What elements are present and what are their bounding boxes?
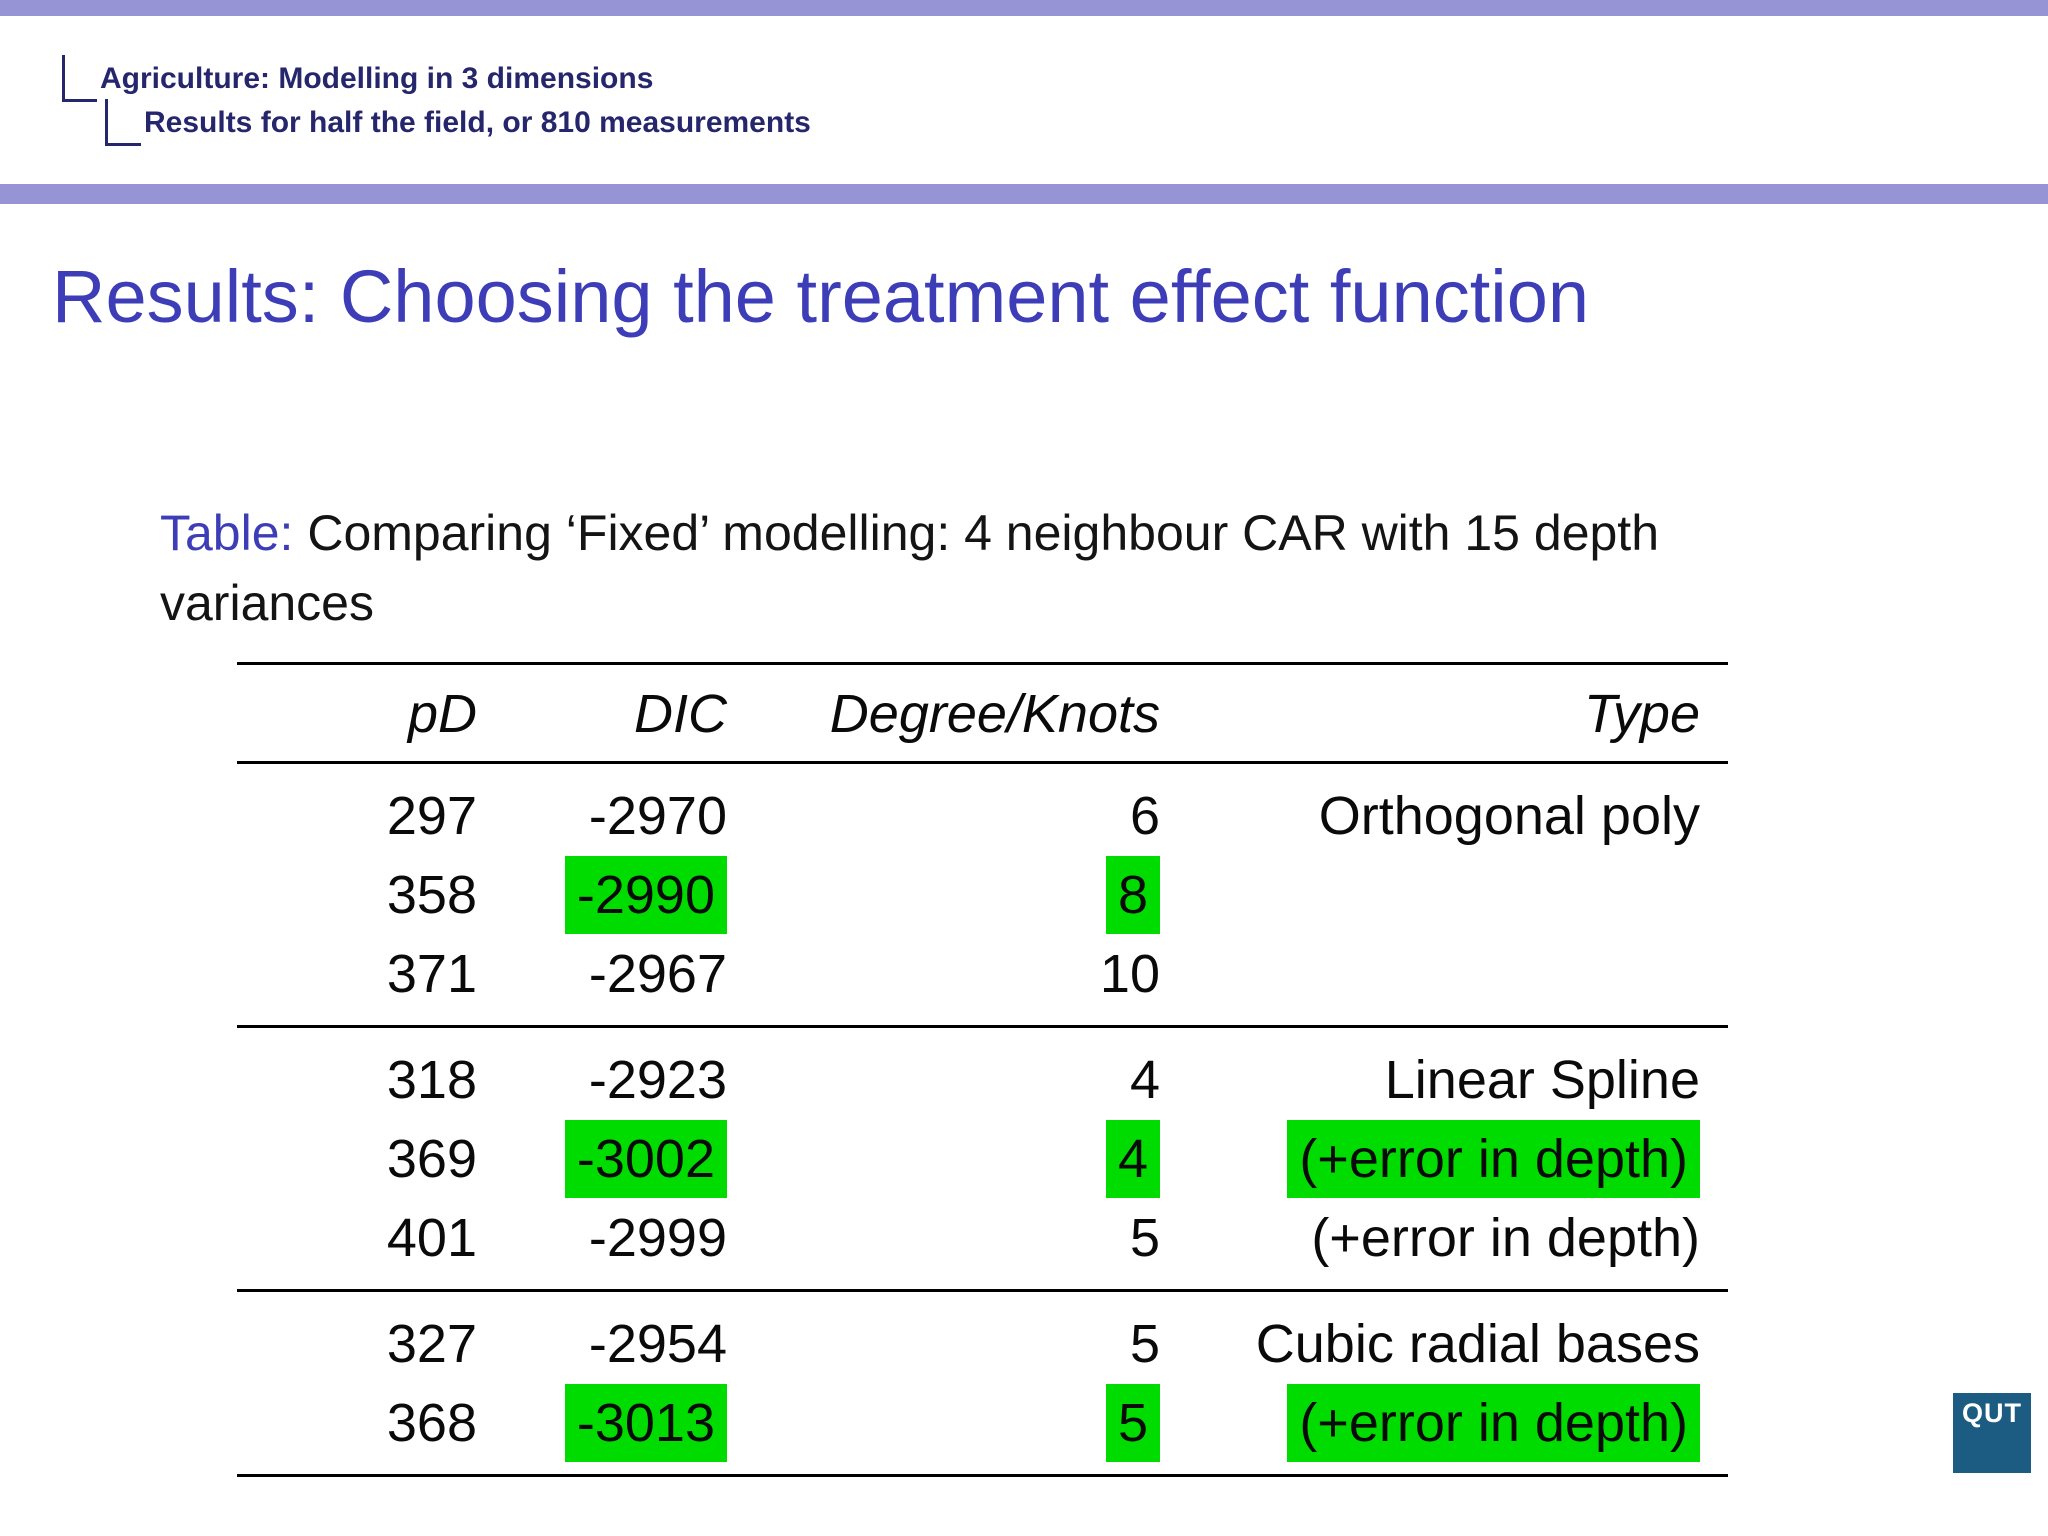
table-cell: [1160, 934, 1728, 1027]
table-cell: 5: [1129, 1207, 1160, 1268]
table-row: 358 -2990 8: [237, 855, 1728, 934]
table-caption-text: Comparing ‘Fixed’ modelling: 4 neighbour…: [160, 505, 1660, 631]
table-row: 327 -2954 5 Cubic radial bases: [237, 1291, 1728, 1384]
table-cell: (+error in depth): [1160, 1119, 1728, 1198]
results-table: pD DIC Degree/Knots Type 297 -2970 6 Orthog…: [237, 662, 1728, 1477]
table-header-row: pD DIC Degree/Knots Type: [237, 663, 1728, 764]
qut-logo: QUT: [1953, 1393, 2031, 1473]
table-cell: [1160, 855, 1728, 934]
table-cell: (+error in depth): [1160, 1383, 1728, 1476]
table-cell: 369: [386, 1128, 477, 1189]
highlighted-value: -2990: [564, 855, 727, 934]
breadcrumb-subsection: Results for half the field, or 810 measu…: [144, 106, 811, 139]
table-row: 318 -2923 4 Linear Spline: [237, 1027, 1728, 1120]
table-row: 371 -2967 10: [237, 934, 1728, 1027]
table-row-group: 327 -2954 5 Cubic radial bases 368 -3013 5 (+er…: [237, 1291, 1728, 1476]
table-cell: 6: [1129, 785, 1160, 846]
column-header-degree-knots: Degree/Knots: [727, 663, 1160, 764]
table-cell: -3002: [477, 1119, 727, 1198]
breadcrumb-section: Agriculture: Modelling in 3 dimensions: [100, 62, 654, 95]
table-cell: 297: [386, 785, 477, 846]
table-row-group: 297 -2970 6 Orthogonal poly 358 -2990 8 371 -296…: [237, 763, 1728, 1027]
column-header-dic: DIC: [477, 663, 727, 764]
column-header-pd: pD: [237, 663, 477, 764]
table-caption-label: Table:: [160, 505, 294, 561]
table-cell: 401: [386, 1207, 477, 1268]
table-cell: 371: [386, 943, 477, 1004]
page-title: Results: Choosing the treatment effect f…: [52, 255, 1590, 338]
qut-logo-text: QUT: [1962, 1398, 2022, 1428]
table-cell: -3013: [477, 1383, 727, 1476]
table-caption: Table: Comparing ‘Fixed’ modelling: 4 ne…: [160, 498, 1750, 638]
table-cell: Orthogonal poly: [1318, 785, 1700, 846]
highlighted-value: 4: [1105, 1119, 1160, 1198]
table-cell: 4: [727, 1119, 1160, 1198]
table-cell: 5: [1129, 1313, 1160, 1374]
highlighted-value: 8: [1105, 855, 1160, 934]
results-table-container: pD DIC Degree/Knots Type 297 -2970 6 Orthog…: [237, 662, 1728, 1477]
table-cell: -2954: [588, 1313, 727, 1374]
divider-bar: [0, 184, 2048, 204]
table-row-group: 318 -2923 4 Linear Spline 369 -3002 4 (+error i…: [237, 1027, 1728, 1291]
table-cell: 368: [386, 1392, 477, 1453]
highlighted-value: -3013: [564, 1383, 727, 1462]
highlighted-value: -3002: [564, 1119, 727, 1198]
highlighted-value: 5: [1105, 1383, 1160, 1462]
table-cell: 358: [386, 864, 477, 925]
table-cell: Linear Spline: [1384, 1049, 1700, 1110]
highlighted-value: (+error in depth): [1287, 1119, 1700, 1198]
header-bar: [0, 0, 2048, 16]
table-cell: 4: [1129, 1049, 1160, 1110]
table-cell: (+error in depth): [1311, 1207, 1700, 1268]
table-cell: Cubic radial bases: [1255, 1313, 1700, 1374]
table-row: 368 -3013 5 (+error in depth): [237, 1383, 1728, 1476]
highlighted-value: (+error in depth): [1287, 1383, 1700, 1462]
table-cell: 318: [386, 1049, 477, 1110]
table-cell: 5: [727, 1383, 1160, 1476]
table-row: 401 -2999 5 (+error in depth): [237, 1198, 1728, 1291]
table-cell: 10: [1099, 943, 1160, 1004]
breadcrumb-elbow-icon: [105, 99, 141, 146]
table-cell: -2999: [588, 1207, 727, 1268]
table-cell: -2923: [588, 1049, 727, 1110]
table-cell: 8: [727, 855, 1160, 934]
table-cell: -2970: [588, 785, 727, 846]
table-row: 369 -3002 4 (+error in depth): [237, 1119, 1728, 1198]
table-cell: -2990: [477, 855, 727, 934]
table-cell: 327: [386, 1313, 477, 1374]
column-header-type: Type: [1160, 663, 1728, 764]
table-row: 297 -2970 6 Orthogonal poly: [237, 763, 1728, 856]
table-cell: -2967: [588, 943, 727, 1004]
breadcrumb-elbow-icon: [62, 55, 97, 102]
